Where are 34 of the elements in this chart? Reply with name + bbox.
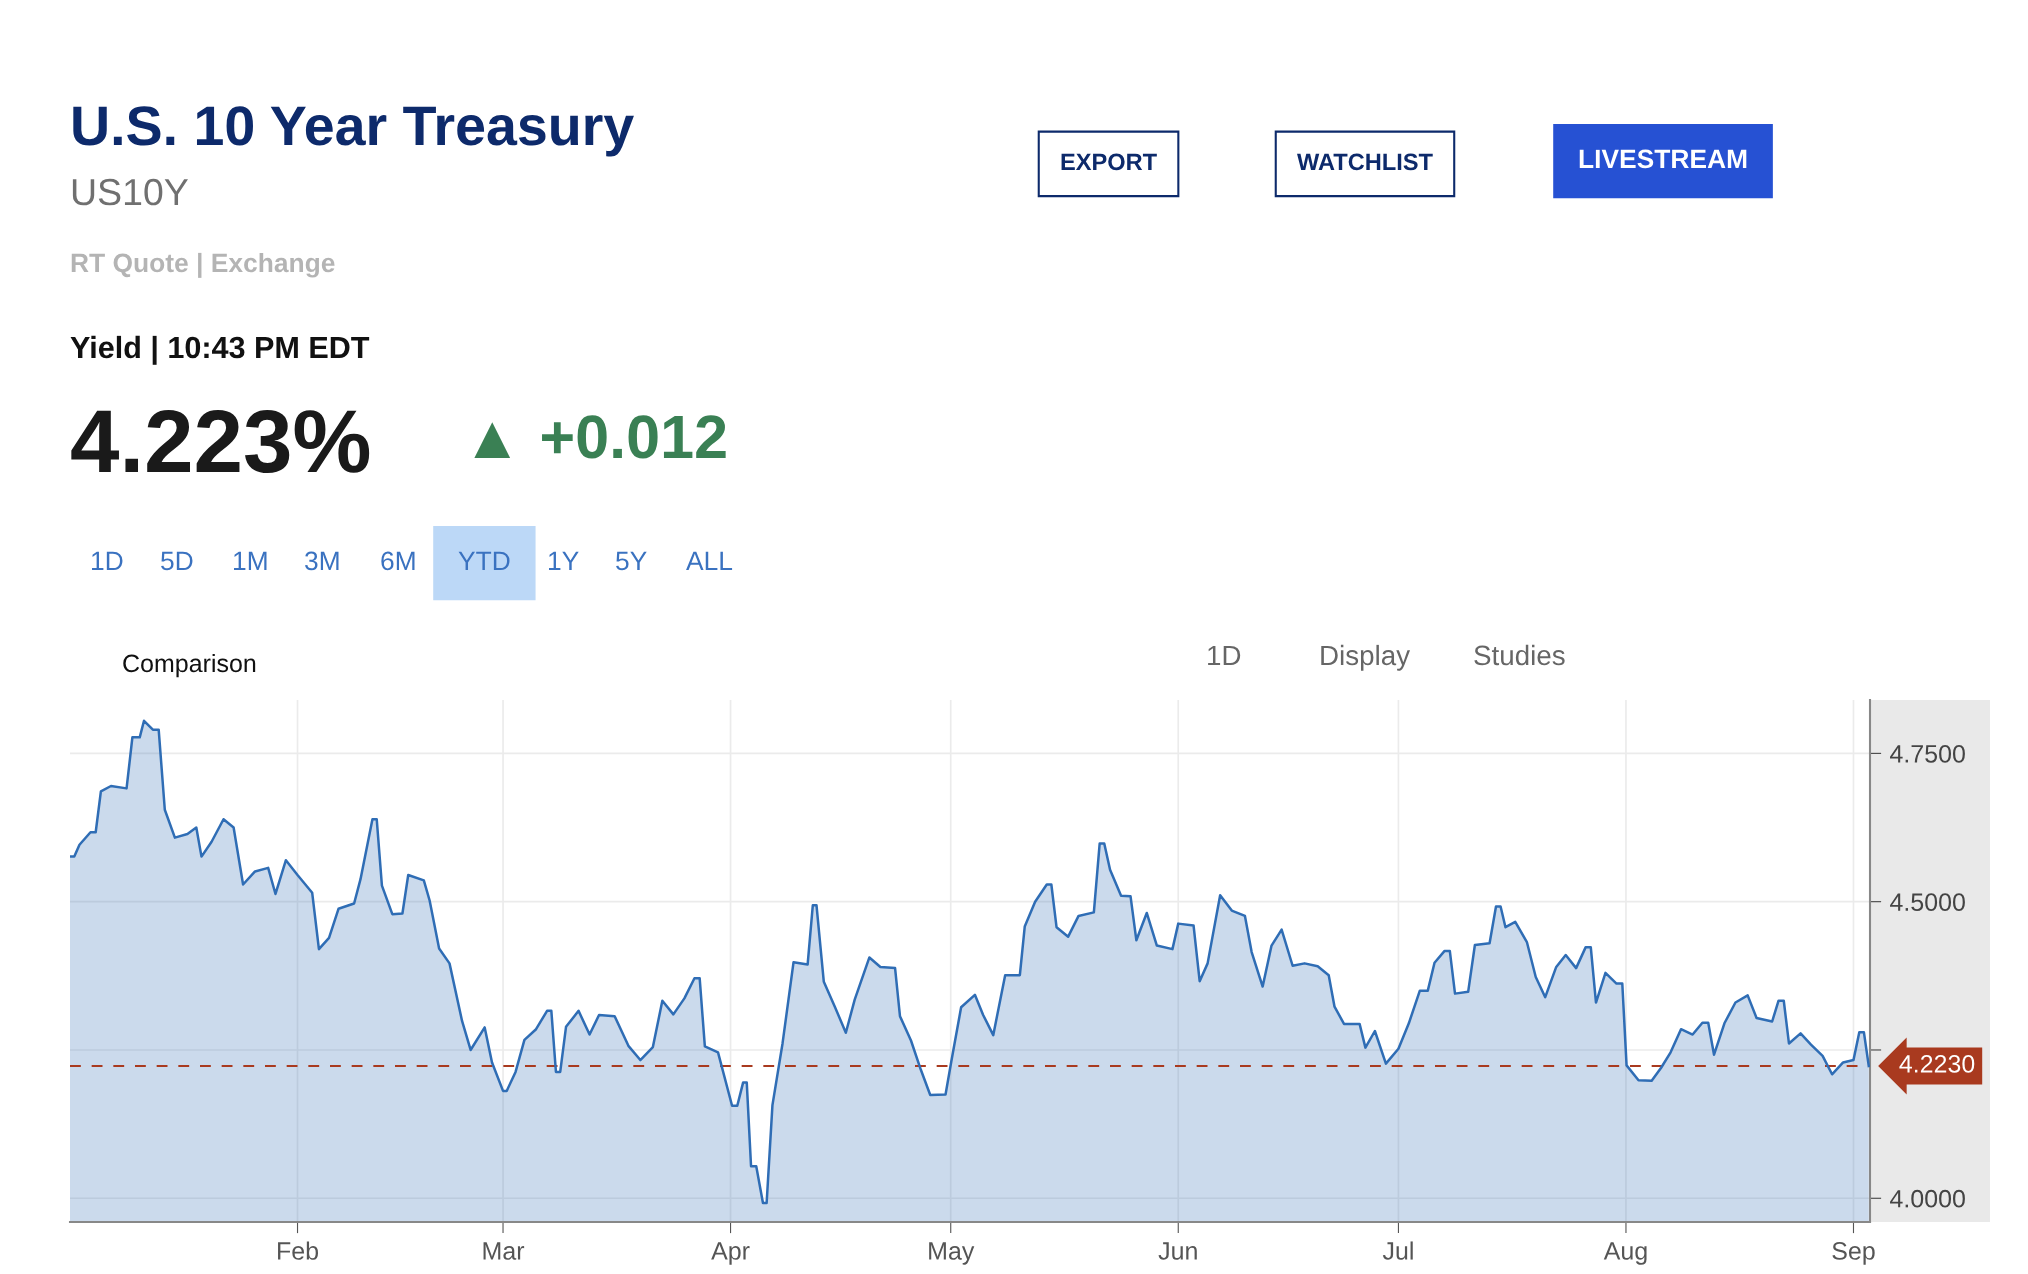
x-tick-label: Sep	[1832, 1242, 1875, 1265]
y-tick-label: 4.7500	[1890, 744, 1965, 763]
x-tick-label: Aug	[1603, 1242, 1647, 1265]
text: Display	[1321, 644, 1411, 671]
text: Comparison	[123, 653, 256, 678]
text: ALL	[686, 551, 733, 570]
ref-line-label: 4.2230	[1899, 1055, 1975, 1073]
text: Studies	[1474, 644, 1565, 666]
text: WATCHLIST	[1297, 153, 1433, 171]
y-tick-label: 4.0000	[1890, 1189, 1965, 1208]
text: 6M	[381, 551, 415, 571]
x-tick-label: May	[929, 1242, 975, 1265]
x-tick-label: Apr	[711, 1242, 750, 1265]
x-tick-label: Jun	[1158, 1242, 1197, 1260]
text: 1D	[92, 551, 123, 570]
text: ▲ +0.012	[474, 415, 726, 459]
chart-title: U.S. 10 Year Treasury	[73, 106, 634, 157]
y-tick-label: 4.5000	[1890, 893, 1965, 911]
text: LIVESTREAM	[1579, 149, 1747, 169]
chart-subtitle: US10Y	[72, 178, 188, 206]
x-tick-label: Mar	[483, 1242, 525, 1260]
text: EXPORT	[1061, 153, 1157, 171]
text: 5Y	[616, 551, 647, 571]
text: 1Y	[549, 551, 579, 570]
text: 5D	[161, 551, 193, 571]
text: 1M	[234, 551, 267, 570]
text: 1D	[1208, 645, 1241, 665]
x-tick-label: Feb	[278, 1241, 319, 1260]
text: Yield | 10:43 PM EDT	[70, 335, 370, 365]
x-tick-label: Jul	[1382, 1241, 1413, 1260]
text: YTD	[458, 551, 510, 570]
text: 4.223%	[71, 409, 370, 473]
text: 3M	[305, 551, 339, 571]
text: RT Quote | Exchange	[71, 252, 335, 278]
